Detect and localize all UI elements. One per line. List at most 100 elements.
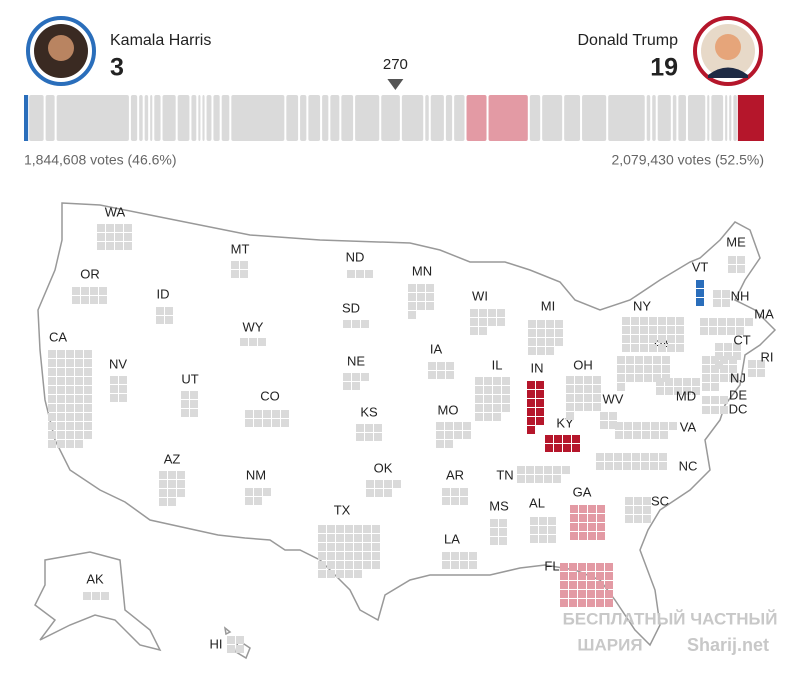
uncalled-segment xyxy=(401,95,424,141)
state-label: TN xyxy=(496,467,513,482)
electoral-square xyxy=(562,466,570,474)
electoral-square xyxy=(75,404,83,412)
electoral-square xyxy=(527,399,535,407)
electoral-square xyxy=(502,386,510,394)
electoral-square xyxy=(593,385,601,393)
electoral-square xyxy=(442,488,450,496)
electoral-square xyxy=(363,534,371,542)
threshold-marker xyxy=(387,79,404,90)
electoral-square xyxy=(497,309,505,317)
electoral-square xyxy=(546,347,554,355)
electoral-square xyxy=(622,344,630,352)
uncalled-segment xyxy=(355,95,380,141)
state-grid xyxy=(318,525,380,578)
electoral-square xyxy=(609,412,617,420)
electoral-square xyxy=(84,413,92,421)
electoral-square xyxy=(593,376,601,384)
state-label: WA xyxy=(105,204,126,219)
electoral-square xyxy=(451,497,459,505)
electoral-square xyxy=(728,265,736,273)
electoral-square xyxy=(272,410,280,418)
electoral-square xyxy=(57,350,65,358)
electoral-square xyxy=(97,242,105,250)
electoral-square xyxy=(720,406,728,414)
electoral-square xyxy=(644,365,652,373)
uncalled-segment xyxy=(381,95,400,141)
electoral-square xyxy=(106,242,114,250)
electoral-square xyxy=(318,543,326,551)
electoral-square xyxy=(736,318,744,326)
electoral-square xyxy=(451,552,459,560)
electoral-square xyxy=(554,444,562,452)
uncalled-segment xyxy=(177,95,190,141)
electoral-square xyxy=(718,318,726,326)
state-grid xyxy=(110,376,127,402)
state-grid xyxy=(231,261,248,278)
electoral-square xyxy=(587,572,595,580)
electoral-square xyxy=(363,561,371,569)
electoral-square xyxy=(563,444,571,452)
electoral-square xyxy=(426,293,434,301)
electoral-square xyxy=(596,453,604,461)
electoral-square xyxy=(165,316,173,324)
state-label: SD xyxy=(342,300,360,315)
candidate-name: Donald Trump xyxy=(578,32,679,49)
electoral-square xyxy=(84,404,92,412)
electoral-square xyxy=(632,462,640,470)
electoral-square xyxy=(460,552,468,560)
electoral-square xyxy=(354,534,362,542)
electoral-square xyxy=(490,519,498,527)
electoral-square xyxy=(526,475,534,483)
popular-vote: 2,079,430 votes (52.5%) xyxy=(611,152,764,168)
electoral-square xyxy=(75,350,83,358)
uncalled-segment xyxy=(231,95,285,141)
electoral-square xyxy=(527,408,535,416)
electoral-square xyxy=(626,374,634,382)
electoral-square xyxy=(258,338,266,346)
state-grid xyxy=(748,360,765,377)
uncalled-segment xyxy=(466,95,487,141)
electoral-square xyxy=(617,356,625,364)
electoral-square xyxy=(115,233,123,241)
state-grid xyxy=(470,309,505,335)
uncalled-segment xyxy=(56,95,129,141)
electoral-square xyxy=(352,320,360,328)
electoral-square xyxy=(614,453,622,461)
electoral-square xyxy=(119,385,127,393)
electoral-square xyxy=(451,488,459,496)
electoral-square xyxy=(97,233,105,241)
electoral-square xyxy=(484,413,492,421)
trump-face xyxy=(715,34,741,60)
electoral-square xyxy=(463,431,471,439)
state-grid xyxy=(159,471,185,506)
electoral-square xyxy=(566,385,574,393)
electoral-square xyxy=(662,365,670,373)
electoral-square xyxy=(101,592,109,600)
electoral-square xyxy=(536,408,544,416)
state-grid xyxy=(696,280,704,306)
candidate-name: Kamala Harris xyxy=(110,32,211,49)
electoral-square xyxy=(570,532,578,540)
electoral-square xyxy=(676,335,684,343)
electoral-square xyxy=(66,404,74,412)
electoral-square xyxy=(446,371,454,379)
electoral-square xyxy=(375,489,383,497)
electoral-square xyxy=(347,270,355,278)
electoral-square xyxy=(426,284,434,292)
electoral-square xyxy=(345,534,353,542)
electoral-square xyxy=(75,368,83,376)
electoral-square xyxy=(605,572,613,580)
electoral-square xyxy=(566,376,574,384)
uncalled-segment xyxy=(430,95,444,141)
state-grid xyxy=(428,362,454,379)
electoral-square xyxy=(593,403,601,411)
electoral-square xyxy=(526,466,534,474)
electoral-square xyxy=(623,453,631,461)
state-label: NE xyxy=(347,353,365,368)
electoral-square xyxy=(640,344,648,352)
electoral-square xyxy=(475,413,483,421)
state-label: ND xyxy=(346,249,365,264)
electoral-bar xyxy=(24,95,764,141)
electoral-square xyxy=(479,309,487,317)
electoral-square xyxy=(451,561,459,569)
